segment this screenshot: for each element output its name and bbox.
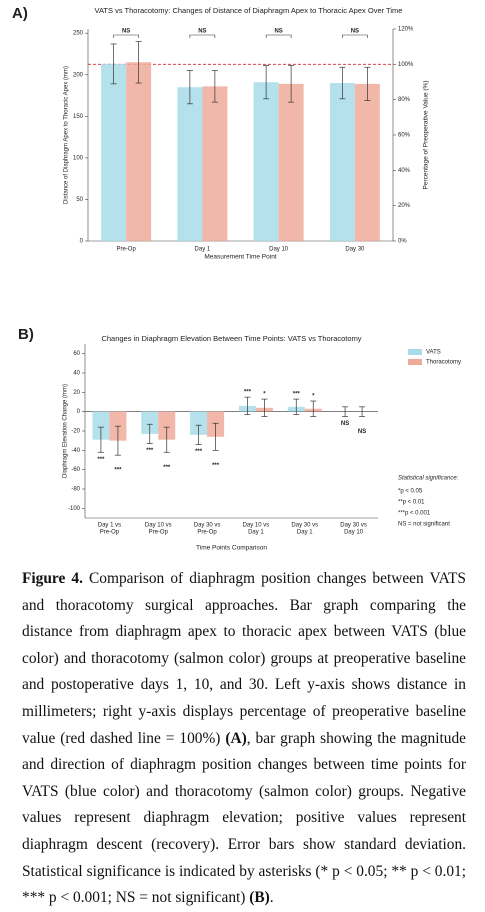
significance-bracket [266,35,291,38]
bar [202,86,227,241]
y2-tick-label: 100% [398,62,414,68]
y-tick-label: 50 [76,197,83,203]
bar [101,64,126,241]
bar [126,62,151,241]
y-tick-label: 20 [73,390,80,396]
significance-label: NS [351,29,359,35]
y-tick-label: 100 [73,155,84,161]
x-tick-label: Pre-Op [149,530,169,536]
significance-label: *** [97,457,105,463]
significance-label: * [263,392,266,398]
y2-tick-label: 60% [398,133,411,139]
significance-label: NS [358,429,366,435]
caption-text: Comparison of diaphragm position changes… [22,570,466,747]
x-tick-label: Day 10 [269,247,289,253]
x-tick-label: Day 30 [345,247,365,253]
bar [330,83,355,241]
y-tick-label: 200 [73,72,84,78]
x-tick-label: Day 1 [195,247,211,253]
x-tick-label: Day 30 vs [194,523,221,529]
chart-title: VATS vs Thoracotomy: Changes of Distance… [95,6,403,15]
y2-tick-label: 80% [398,97,411,103]
y2-tick-label: 20% [398,203,411,209]
x-tick-label: Day 1 [248,530,264,536]
significance-label: NS [122,29,130,35]
significance-bracket [190,35,215,38]
caption-text: , bar graph showing the magnitude and di… [22,730,466,907]
chart-title: Changes in Diaphragm Elevation Between T… [101,334,361,343]
x-tick-label: Day 1 [297,530,313,536]
panel-label: A) [12,5,28,22]
y-tick-label: -80 [71,487,80,493]
figure: A) VATS vs Thoracotomy: Changes of Distan… [0,0,485,560]
x-axis-label: Time Points Comparison [196,545,267,552]
significance-label: *** [195,449,203,455]
y-tick-label: 250 [73,31,84,37]
y-tick-label: -40 [71,448,80,454]
caption-text: . [270,889,274,906]
caption: Figure 4. Comparison of diaphragm positi… [22,566,466,912]
legend-swatch [408,349,422,355]
significance-label: *** [114,468,122,474]
caption-text: Figure 4. [22,570,83,587]
x-tick-label: Day 30 vs [340,523,367,529]
y-tick-label: -100 [68,506,81,512]
bar [279,84,304,241]
caption-text: (A) [225,730,246,747]
y2-tick-label: 120% [398,27,414,33]
significance-label: *** [163,465,171,471]
significance-label: *** [146,448,154,454]
x-tick-label: Pre-Op [100,530,120,536]
significance-label: *** [293,392,301,398]
note: *p < 0.05 [398,489,423,495]
y-tick-label: 0 [77,409,81,415]
panel-label: B) [18,326,34,343]
y-axis-label: Diaphragm Elevation Change (mm) [63,384,69,478]
y-tick-label: -60 [71,467,80,473]
x-tick-label: Day 1 vs [98,523,121,529]
x-axis-label: Measurement Time Point [204,254,276,261]
bar [177,87,202,241]
notes-title: Statistical significance: [398,476,459,482]
y2-tick-label: 0% [398,239,407,245]
significance-label: * [312,394,315,400]
note: **p < 0.01 [398,500,425,506]
y-tick-label: 0 [80,239,84,245]
significance-bracket [342,35,367,38]
x-tick-label: Day 10 [344,530,364,536]
x-tick-label: Day 10 vs [145,523,172,529]
significance-label: *** [244,390,252,396]
note: NS = not significant [398,522,450,528]
significance-label: NS [198,29,206,35]
bar [254,82,279,241]
bar [355,84,380,241]
significance-label: NS [274,29,282,35]
significance-label: *** [212,463,220,469]
caption-text: (B) [249,889,270,906]
y-tick-label: 150 [73,114,84,120]
y-axis-label: Distance of Diaphragm Apex to Thoracic A… [64,66,70,204]
x-tick-label: Day 30 vs [291,523,318,529]
x-tick-label: Pre-Op [116,247,136,253]
y-tick-label: 60 [73,351,80,357]
significance-bracket [114,35,139,38]
y-tick-label: -20 [71,429,80,435]
x-tick-label: Day 10 vs [243,523,270,529]
legend-swatch [408,359,422,365]
legend-label: VATS [426,350,441,356]
y2-tick-label: 40% [398,168,411,174]
note: ***p < 0.001 [398,511,431,517]
y-tick-label: 40 [73,371,80,377]
legend-label: Thoracotomy [426,360,461,366]
x-tick-label: Pre-Op [197,530,217,536]
significance-label: NS [341,421,349,427]
y2-axis-label: Percentage of Preoperative Value (%) [423,81,430,190]
